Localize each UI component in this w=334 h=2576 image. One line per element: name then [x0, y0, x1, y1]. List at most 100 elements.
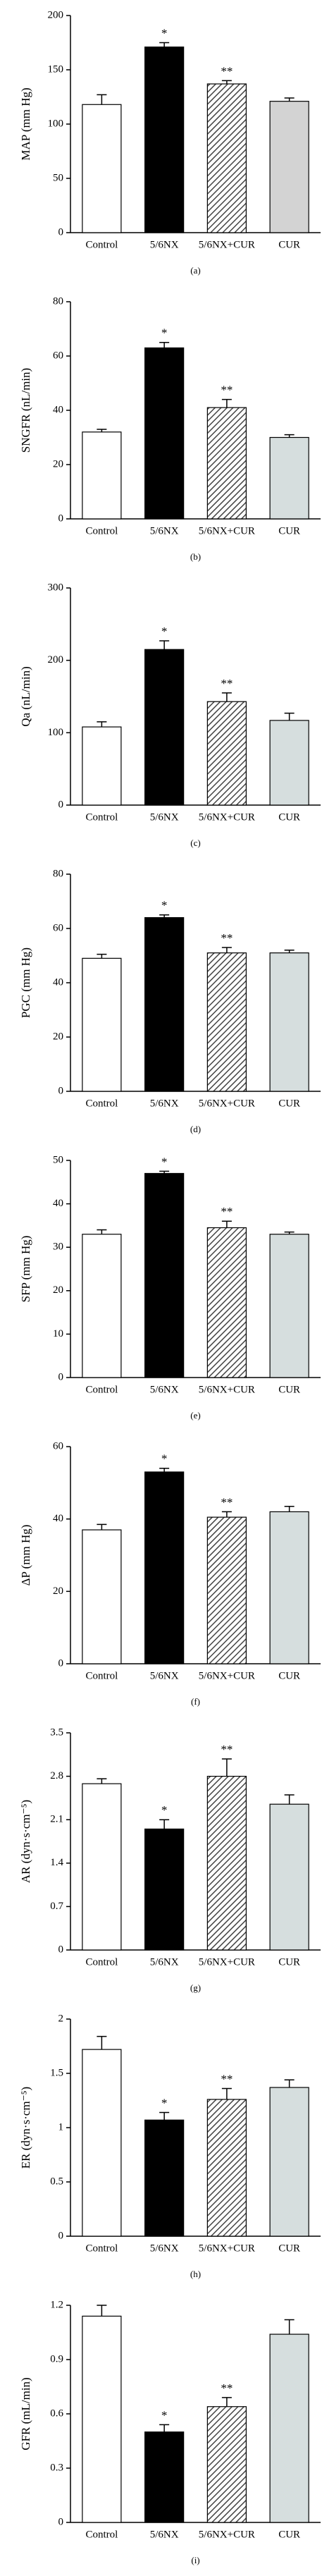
x-tick-label: CUR: [278, 1956, 300, 1968]
bar: [82, 431, 122, 520]
error-bar: [97, 429, 107, 432]
bar: [206, 952, 247, 1092]
bar: [206, 2099, 247, 2237]
chart-panel: 0 20 40 60 80 SNGFR (nL/min) Control * 5/6NX ** 5/…: [19, 295, 321, 562]
y-tick-label: 0: [58, 1944, 64, 1955]
bar: [144, 916, 185, 1092]
y-axis-label: Qa (nL/min): [19, 666, 32, 726]
significance-mark: *: [161, 1155, 168, 1168]
y-tick-label: 0: [58, 1657, 64, 1669]
y-tick-label: 150: [48, 63, 64, 75]
y-tick-label: 0.9: [50, 2353, 63, 2365]
y-tick-label: 60: [53, 350, 63, 361]
bar: [144, 47, 185, 233]
panel-label: (d): [190, 1124, 201, 1134]
error-bar: [97, 94, 107, 105]
error-bar: [159, 2424, 170, 2432]
error-bar: [221, 1220, 232, 1228]
bar: [82, 726, 122, 806]
error-bar: [221, 80, 232, 85]
significance-mark: **: [221, 2072, 233, 2085]
significance-mark: **: [221, 931, 233, 945]
bar: [269, 101, 309, 233]
bar: [206, 83, 247, 233]
significance-mark: *: [161, 2408, 168, 2422]
y-tick-label: 1.4: [50, 1857, 63, 1868]
y-axis-label: GFR (mL/min): [19, 2377, 32, 2450]
error-bar: [221, 1511, 232, 1518]
y-tick-label: 40: [53, 1198, 63, 1209]
panel-label: (f): [191, 1696, 200, 1707]
error-bar: [221, 692, 232, 702]
x-tick-label: Control: [85, 811, 118, 823]
bar: [144, 347, 185, 520]
y-axis-label: PGC (mm Hg): [19, 947, 32, 1018]
significance-mark: *: [161, 326, 168, 340]
y-tick-label: 100: [48, 727, 64, 738]
bar: [206, 407, 247, 520]
y-tick-label: 0.6: [50, 2408, 63, 2419]
error-bar: [97, 953, 107, 959]
x-tick-label: 5/6NX+CUR: [199, 1098, 255, 1109]
bar: [206, 701, 247, 806]
y-tick-label: 20: [53, 1031, 63, 1042]
y-tick-label: 60: [53, 1440, 63, 1452]
error-bar: [221, 2397, 232, 2407]
y-tick-label: 60: [53, 922, 63, 933]
x-tick-label: Control: [85, 2529, 118, 2540]
x-tick-label: Control: [85, 1956, 118, 1968]
y-tick-label: 2: [58, 2013, 64, 2024]
error-bar: [284, 1231, 295, 1234]
bar: [269, 436, 309, 520]
significance-mark: **: [221, 2381, 233, 2395]
x-tick-label: CUR: [278, 1670, 300, 1681]
x-tick-label: 5/6NX: [150, 525, 179, 536]
bar: [82, 104, 122, 233]
y-axis-label: ER (dyn·s·cm⁻⁵): [19, 2087, 32, 2169]
y-tick-label: 1.5: [50, 2067, 63, 2078]
y-tick-label: 0: [58, 226, 64, 238]
y-tick-label: 50: [53, 1154, 63, 1165]
error-bar: [159, 914, 170, 918]
error-bar: [284, 97, 295, 102]
bar: [144, 649, 185, 806]
error-bar: [159, 640, 170, 650]
significance-mark: *: [161, 899, 168, 912]
significance-mark: **: [221, 1495, 233, 1509]
error-bar: [221, 2087, 232, 2099]
x-tick-label: CUR: [278, 239, 300, 250]
error-bar: [284, 712, 295, 720]
bar: [144, 1828, 185, 1951]
bar: [82, 957, 122, 1092]
y-tick-label: 40: [53, 976, 63, 988]
bar: [82, 1234, 122, 1378]
y-tick-label: 20: [53, 1284, 63, 1296]
panel-label: (h): [190, 2269, 201, 2279]
significance-mark: *: [161, 2096, 168, 2109]
y-tick-label: 0: [58, 513, 64, 524]
bar: [269, 1803, 309, 1951]
chart-panel: 0 10 20 30 40 50 SFP (mm Hg) Control * 5/6NX ** 5/6…: [19, 1154, 321, 1421]
error-bar: [97, 1778, 107, 1784]
y-tick-label: 1.2: [50, 2299, 63, 2310]
bar: [269, 2087, 309, 2237]
chart-panel: 0 20 40 60 ΔP (mm Hg) Control * 5/6NX ** 5/6NX+CU…: [19, 1440, 321, 1707]
significance-mark: *: [161, 1803, 168, 1817]
error-bar: [284, 434, 295, 438]
x-tick-label: 5/6NX: [150, 1956, 179, 1968]
y-tick-label: 0: [58, 799, 64, 810]
x-tick-label: Control: [85, 2243, 118, 2254]
chart-panel: 0 0.7 1.4 2.1 2.8 3.5 AR (dyn·s·cm⁻⁵) Control * 5…: [19, 1726, 321, 1993]
y-tick-label: 0: [58, 2516, 64, 2527]
y-axis-label: MAP (mm Hg): [19, 87, 32, 160]
significance-mark: **: [221, 64, 233, 78]
error-bar: [284, 1794, 295, 1805]
x-tick-label: Control: [85, 525, 118, 536]
bar: [206, 1776, 247, 1951]
error-bar: [159, 1170, 170, 1174]
panel-label: (b): [190, 551, 201, 562]
x-tick-label: Control: [85, 1384, 118, 1395]
error-bar: [159, 1819, 170, 1829]
error-bar: [159, 42, 170, 47]
